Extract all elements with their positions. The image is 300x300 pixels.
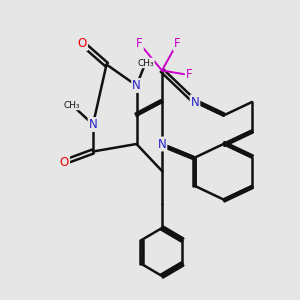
Text: F: F: [174, 37, 180, 50]
Text: N: N: [132, 79, 141, 92]
Text: F: F: [186, 68, 192, 82]
Text: N: N: [158, 137, 166, 151]
Text: N: N: [190, 95, 200, 109]
Text: CH₃: CH₃: [137, 58, 154, 68]
Text: N: N: [88, 118, 98, 131]
Text: O: O: [78, 37, 87, 50]
Text: F: F: [136, 37, 143, 50]
Text: CH₃: CH₃: [64, 100, 80, 109]
Text: O: O: [60, 155, 69, 169]
